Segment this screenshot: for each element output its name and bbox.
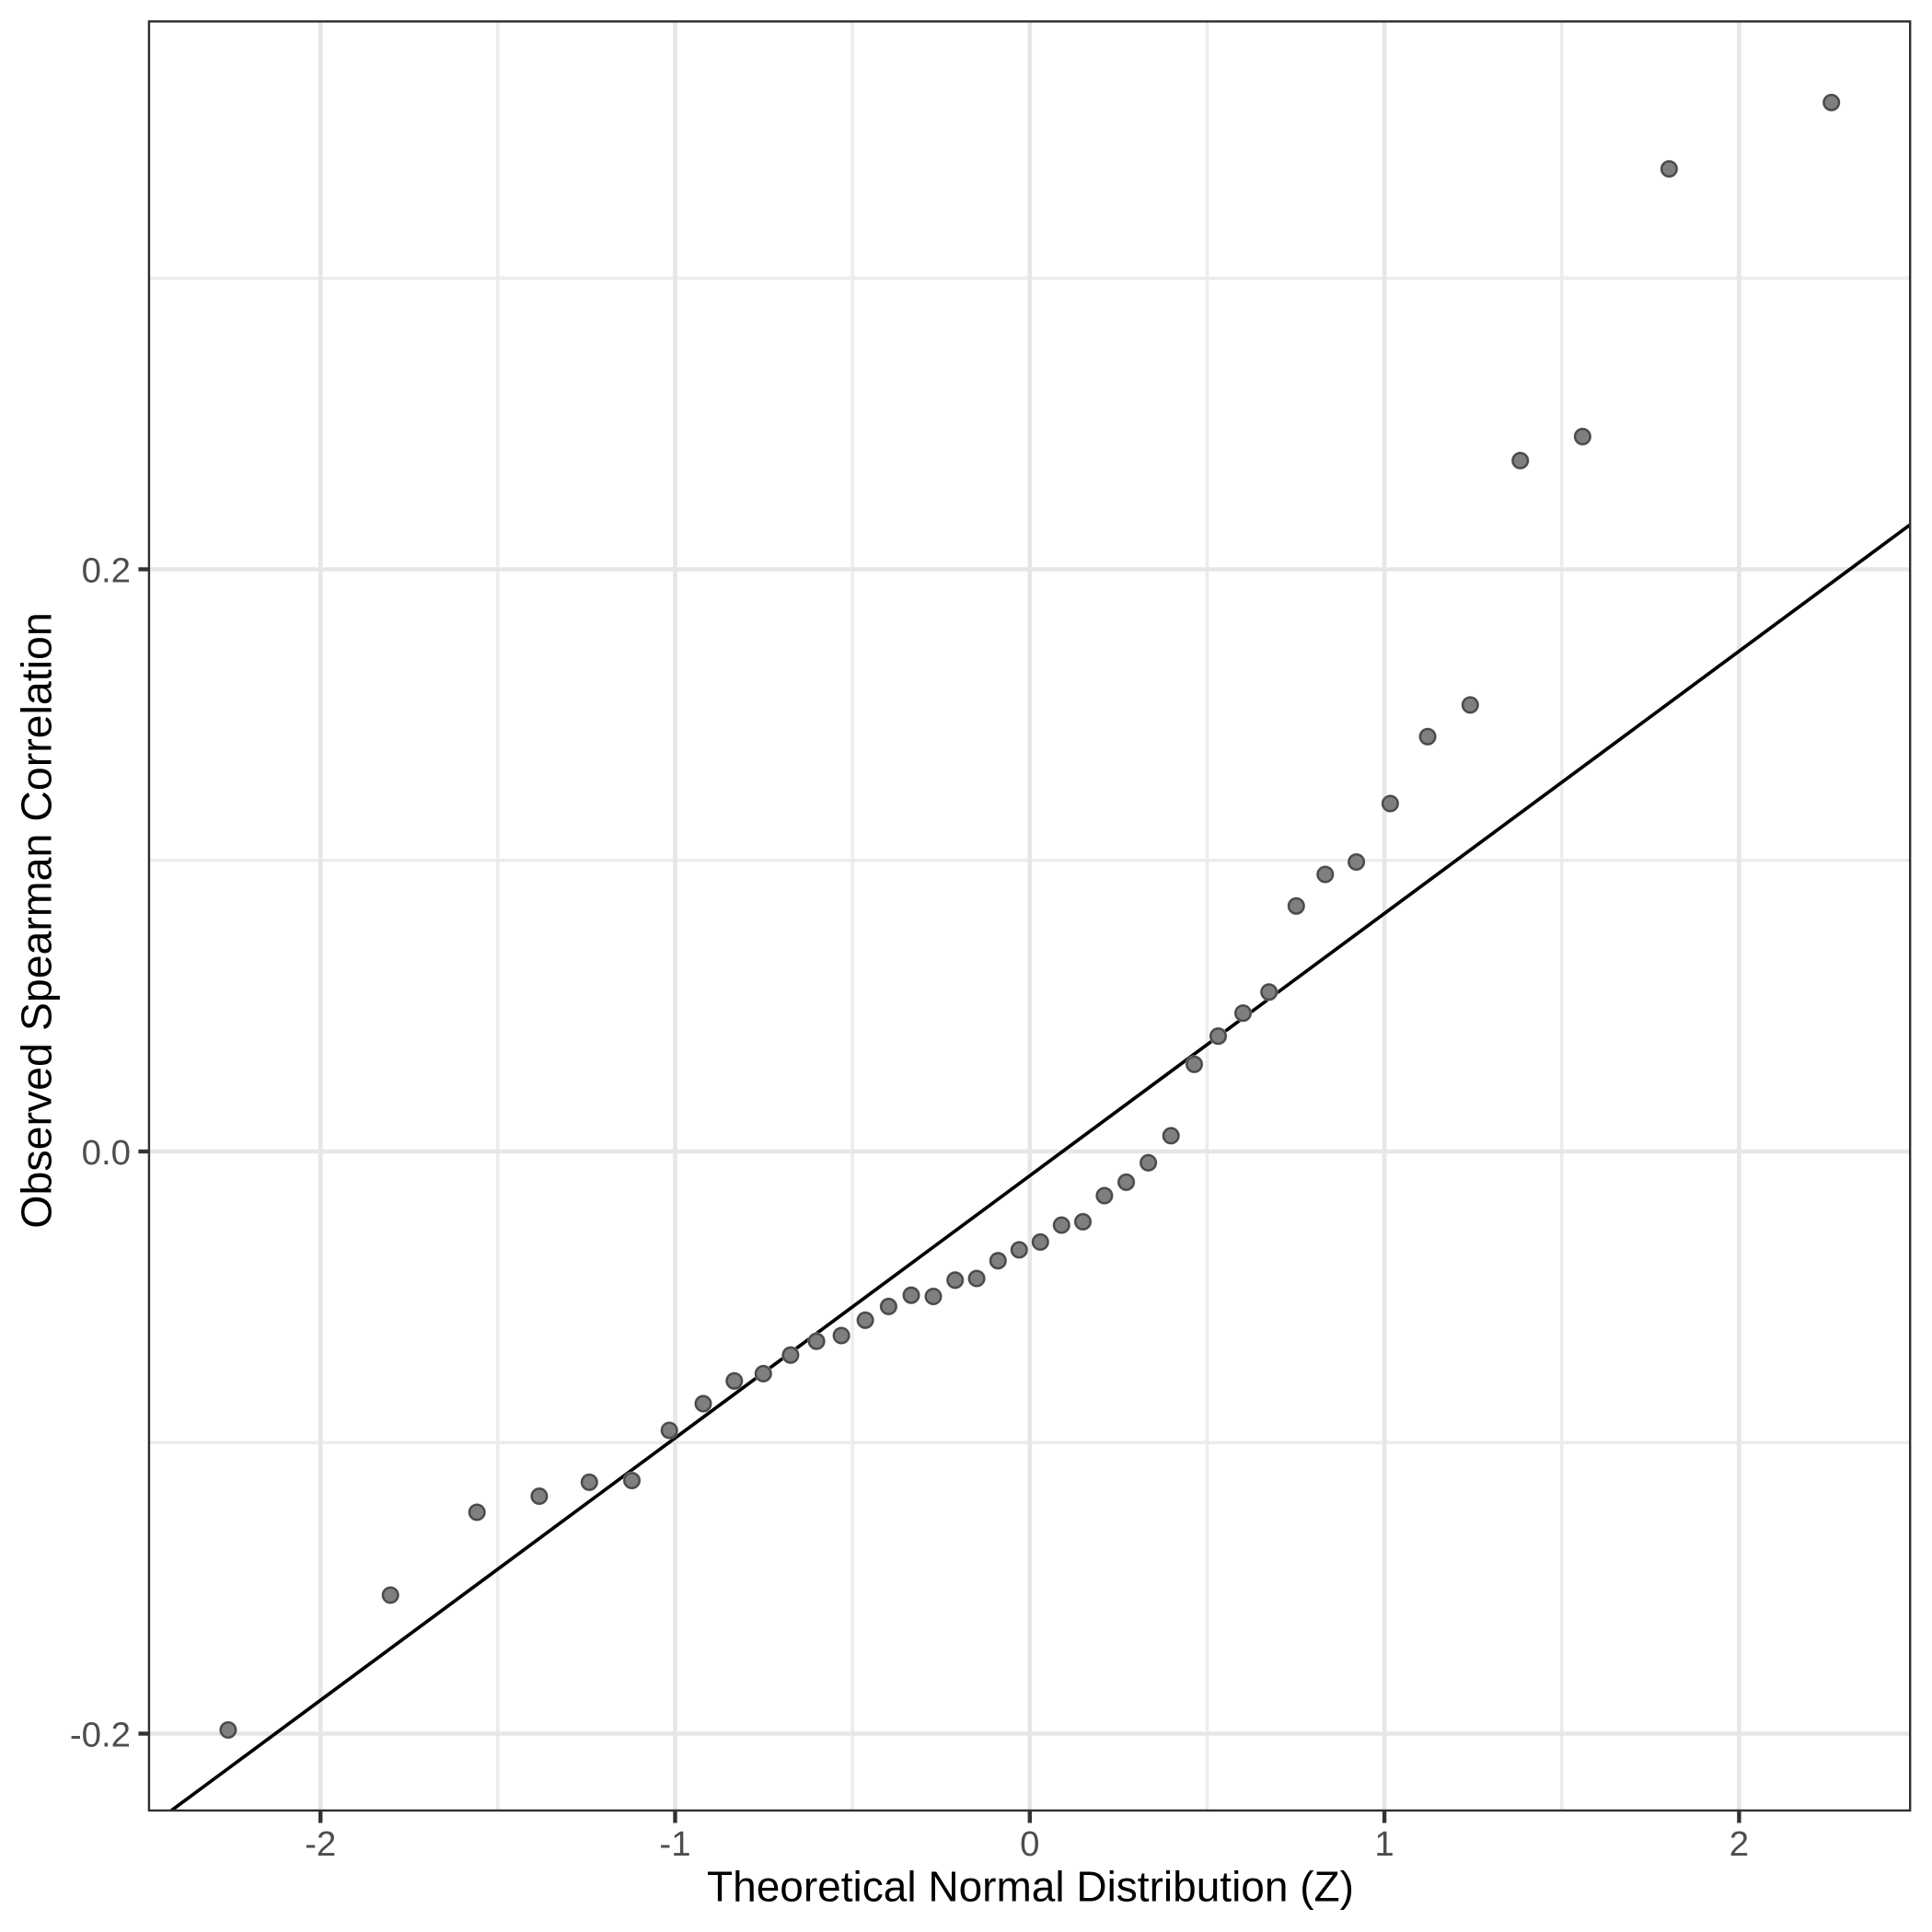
svg-text:0: 0 (1020, 1824, 1039, 1864)
svg-text:1: 1 (1374, 1824, 1394, 1864)
svg-text:0.2: 0.2 (82, 550, 131, 590)
svg-text:-1: -1 (659, 1824, 690, 1864)
svg-text:-2: -2 (305, 1824, 336, 1864)
svg-text:0.0: 0.0 (82, 1133, 131, 1173)
svg-text:Observed Spearman Correlation: Observed Spearman Correlation (13, 612, 61, 1228)
svg-text:2: 2 (1730, 1824, 1749, 1864)
svg-text:-0.2: -0.2 (70, 1715, 131, 1754)
svg-text:Theoretical Normal Distributio: Theoretical Normal Distribution (Z) (707, 1862, 1354, 1910)
